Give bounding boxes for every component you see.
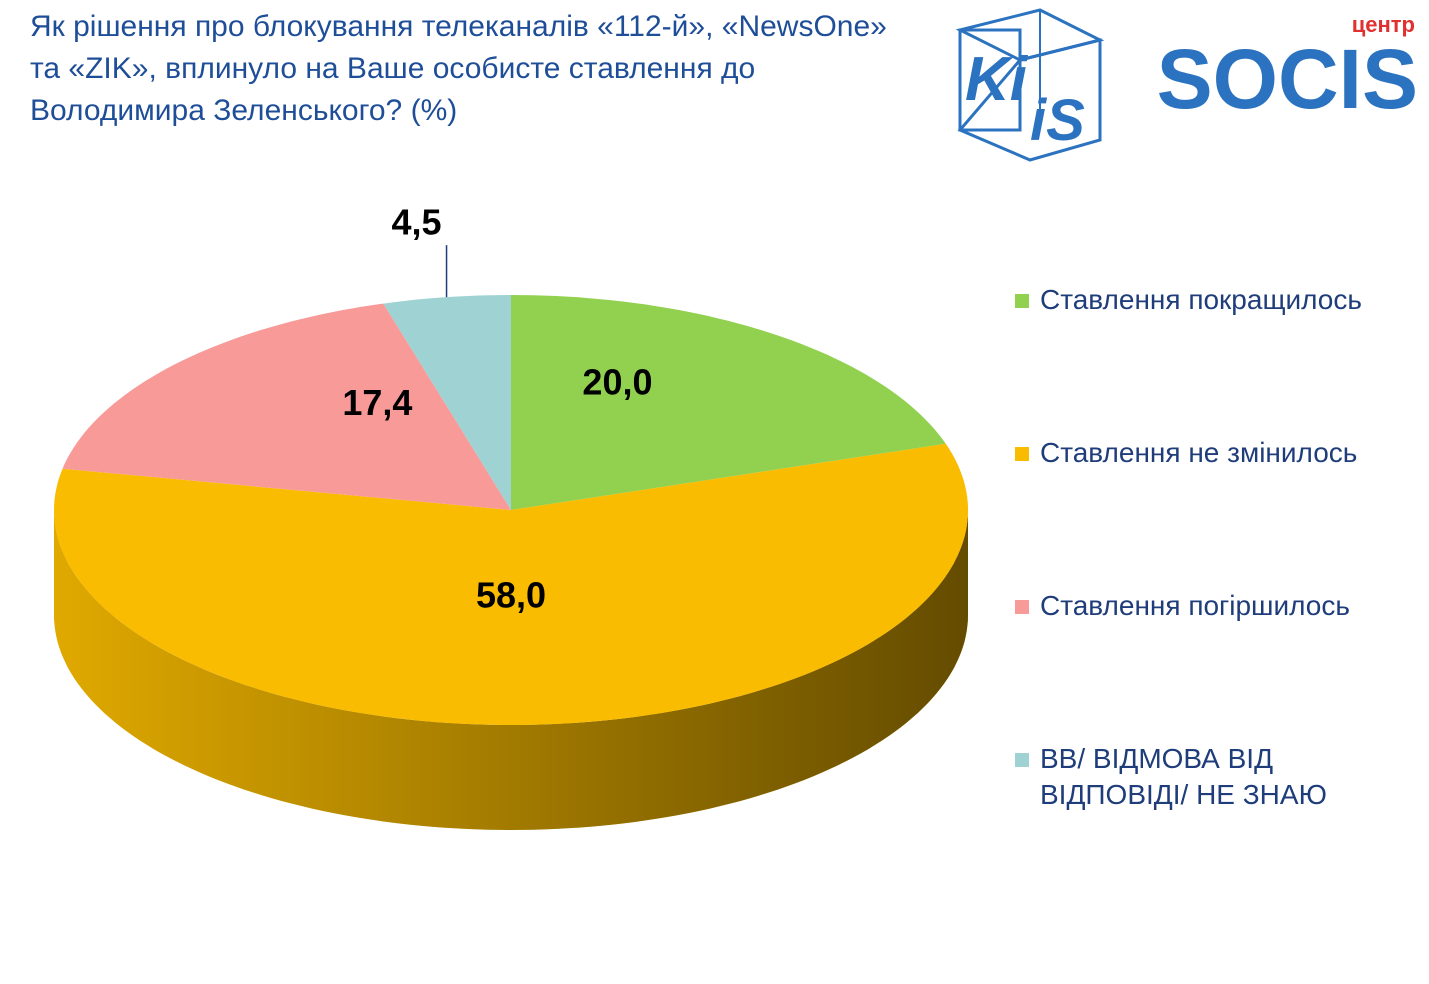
legend-swatch (1015, 600, 1029, 614)
legend-swatch (1015, 294, 1029, 308)
slice (383, 295, 511, 510)
legend-label: Ставлення погіршилось (1040, 590, 1350, 621)
logo-text: Ki (965, 45, 1029, 114)
data-label: 20,0 (582, 361, 652, 402)
data-label: 4,5 (392, 202, 442, 243)
chart-title: Як рішення про блокування телеканалів «1… (30, 10, 887, 127)
logo-text: iS (1030, 88, 1085, 153)
logo-text: SOCIS (1157, 32, 1418, 126)
legend-label: Ставлення покращилось (1040, 284, 1362, 315)
logo-text: центр (1352, 12, 1415, 37)
legend-swatch (1015, 753, 1029, 767)
slice (54, 443, 968, 725)
data-label: 58,0 (476, 575, 546, 616)
side-shade (54, 510, 968, 830)
legend-label: ВВ/ ВІДМОВА ВІД ВІДПОВІДІ/ НЕ ЗНАЮ (1040, 743, 1327, 810)
slice (511, 295, 946, 510)
slice (62, 303, 511, 510)
kiis-logo: Ki iS (955, 8, 1105, 162)
legend-swatch (1015, 447, 1029, 461)
legend-label: Ставлення не змінилось (1040, 437, 1358, 468)
data-label: 17,4 (342, 382, 412, 423)
